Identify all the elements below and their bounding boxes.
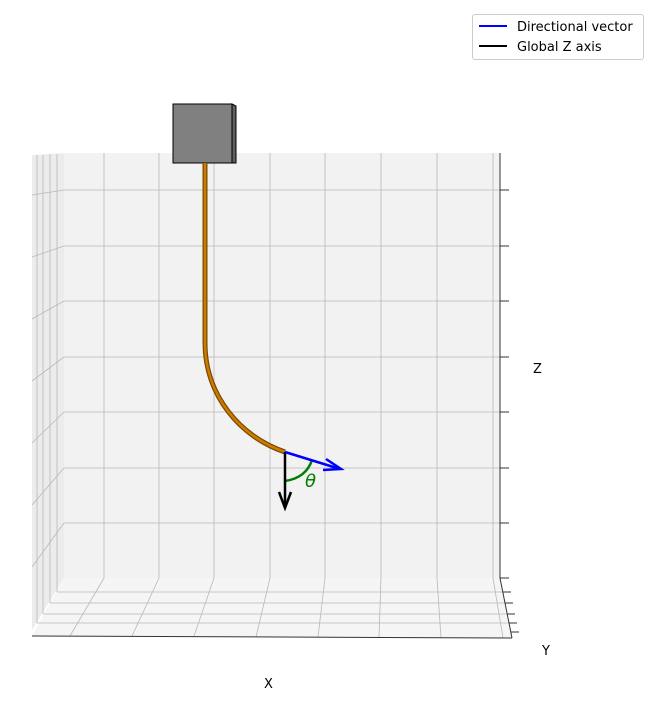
y-axis-ticks — [503, 591, 519, 633]
left-grid — [31, 154, 65, 623]
y-axis-label: Y — [542, 644, 550, 659]
left-pane — [32, 153, 64, 630]
angle-arc — [284, 459, 314, 483]
x-axis-label: X — [264, 677, 273, 692]
z-axis-ticks — [500, 189, 509, 579]
back-pane — [64, 153, 500, 578]
floor-grid — [37, 577, 509, 639]
axis-lines — [31, 153, 513, 639]
legend-label: Global Z axis — [517, 40, 602, 55]
back-grid-vertical — [103, 153, 494, 578]
global-z-arrow — [277, 452, 293, 512]
legend-label: Directional vector — [517, 20, 633, 35]
bending-rod-core — [203, 163, 286, 454]
legend-item-directional-vector: Directional vector — [479, 19, 633, 37]
theta-label: θ — [305, 471, 317, 492]
legend: Directional vector Global Z axis — [472, 14, 644, 60]
z-axis-label: Z — [533, 362, 542, 377]
legend-swatch-black — [479, 44, 507, 47]
legend-swatch-blue — [479, 24, 507, 27]
mount-block — [172, 103, 237, 164]
legend-item-global-z: Global Z axis — [479, 39, 602, 57]
back-grid-horizontal — [64, 189, 500, 524]
directional-vector-arrow — [284, 450, 345, 472]
